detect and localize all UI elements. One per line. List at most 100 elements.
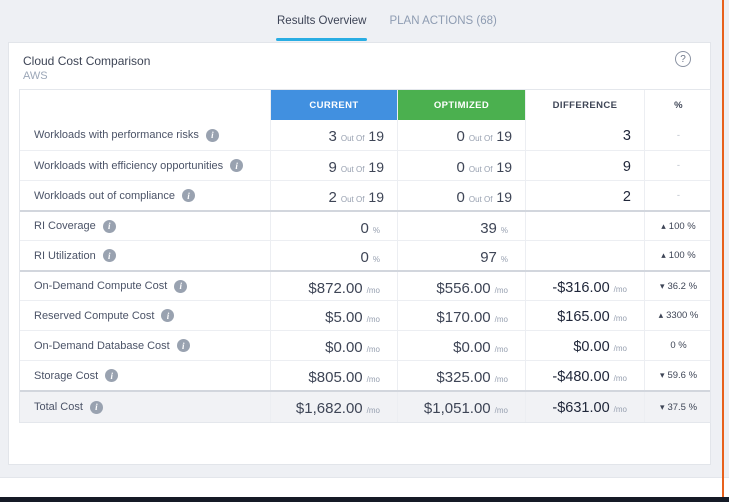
current-unit: %	[372, 255, 380, 264]
row-label: RI Coverage	[34, 220, 96, 232]
current-unit: /mo	[366, 315, 380, 324]
percent-change-value: 0 %	[670, 340, 687, 351]
row-label-cell: Workloads with performance risks i	[20, 120, 270, 150]
optimized-value: 0	[456, 189, 465, 206]
header-empty-cell	[20, 90, 270, 120]
current-value: $0.00	[325, 339, 363, 356]
arrow-up-icon: ▴	[661, 220, 666, 231]
percent-change-value: 59.6 %	[667, 370, 698, 381]
current-value-cell: $1,682.00/mo	[270, 392, 397, 422]
difference-value-cell: -$316.00/mo	[525, 272, 644, 300]
optimized-value: 39	[480, 220, 497, 237]
table-row: Workloads with performance risks i 3 Out …	[20, 120, 710, 150]
help-icon[interactable]: ?	[675, 51, 691, 67]
optimized-total: 19	[496, 189, 512, 205]
current-total: 19	[368, 189, 384, 205]
optimized-unit: /mo	[494, 406, 508, 415]
row-label-cell: Workloads out of compliance i	[20, 181, 270, 210]
optimized-total: 19	[496, 128, 512, 144]
current-value-cell: 2 Out Of 19	[270, 181, 397, 210]
table-row: Workloads with efficiency opportunities …	[20, 150, 710, 180]
percent-change-value: 36.2 %	[667, 280, 698, 292]
current-value-cell: 0%	[270, 241, 397, 270]
current-value: 2	[328, 189, 337, 206]
card-subtitle-provider: AWS	[23, 70, 48, 82]
optimized-unit: Out Of	[468, 165, 493, 174]
arrow-up-icon: ▴	[658, 310, 664, 320]
current-value-cell: $5.00/mo	[270, 301, 397, 330]
info-icon[interactable]: i	[105, 369, 119, 382]
difference-value: $0.00	[573, 339, 610, 355]
difference-value: 2	[622, 189, 631, 205]
optimized-value-cell: 0 Out Of 19	[397, 181, 525, 210]
current-value: 0	[360, 249, 369, 266]
table-row: Storage Cost i $805.00/mo $325.00/mo -$4…	[20, 360, 710, 390]
row-label-cell: Total Cost i	[20, 392, 270, 422]
cloud-cost-comparison-card: Cloud Cost Comparison AWS ? CURRENT OPTI…	[8, 42, 711, 465]
info-icon[interactable]: i	[102, 219, 116, 233]
optimized-unit: /mo	[494, 375, 508, 384]
optimized-unit: Out Of	[468, 195, 493, 204]
info-icon[interactable]: i	[182, 189, 196, 202]
info-icon[interactable]: i	[161, 309, 175, 322]
row-label-cell: Storage Cost i	[20, 361, 270, 390]
optimized-value-cell: 0 Out Of 19	[397, 120, 525, 150]
tab-plan-actions-label: PLAN ACTIONS (68)	[389, 15, 497, 27]
row-label: Storage Cost	[34, 369, 99, 382]
tab-bar: Results Overview PLAN ACTIONS (68)	[0, 0, 729, 42]
info-icon[interactable]: i	[176, 339, 190, 352]
current-unit: /mo	[366, 406, 380, 415]
optimized-value: $0.00	[453, 339, 491, 356]
header-percent: %	[644, 90, 712, 120]
info-icon[interactable]: i	[205, 128, 219, 142]
difference-unit: /mo	[613, 285, 627, 294]
current-unit: /mo	[366, 375, 380, 384]
current-value-cell: 0%	[270, 212, 397, 240]
info-icon[interactable]: i	[89, 400, 103, 414]
current-value: $805.00	[308, 369, 363, 386]
row-label-cell: On-Demand Database Cost i	[20, 331, 270, 360]
current-unit: %	[372, 226, 380, 235]
optimized-value-cell: $556.00/mo	[397, 272, 525, 300]
difference-value-cell	[525, 212, 644, 240]
row-label: Workloads with performance risks	[34, 129, 199, 141]
table-row: On-Demand Database Cost i $0.00/mo $0.00…	[20, 330, 710, 360]
optimized-unit: /mo	[494, 286, 508, 295]
optimized-value-cell: $0.00/mo	[397, 331, 525, 360]
percent-change-value: 100 %	[668, 220, 696, 232]
current-value: 0	[360, 220, 369, 237]
header-difference: DIFFERENCE	[525, 90, 644, 120]
current-unit: /mo	[366, 286, 380, 295]
percent-change-value: -	[676, 160, 681, 171]
table-header-row: CURRENT OPTIMIZED DIFFERENCE %	[20, 90, 710, 120]
tab-results-overview[interactable]: Results Overview	[275, 0, 368, 42]
tab-plan-actions[interactable]: PLAN ACTIONS (68)	[389, 0, 496, 42]
percent-change-value: 100 %	[668, 250, 696, 261]
current-value-cell: 9 Out Of 19	[270, 151, 397, 180]
table-row: RI Utilization i 0% 97% ▴ 100 %	[20, 240, 710, 270]
arrow-up-icon: ▴	[661, 250, 666, 260]
difference-value-cell: $0.00/mo	[525, 331, 644, 360]
current-total: 19	[368, 128, 384, 144]
optimized-value: 0	[456, 128, 465, 145]
current-unit: Out Of	[340, 165, 365, 174]
percent-change-cell: ▾ 59.6 %	[644, 361, 712, 390]
percent-change-value: 37.5 %	[667, 401, 698, 413]
percent-change-cell: ▴ 3300 %	[644, 301, 712, 330]
info-icon[interactable]: i	[102, 249, 116, 262]
current-unit: Out Of	[340, 134, 365, 143]
info-icon[interactable]: i	[230, 159, 244, 172]
table-row: Reserved Compute Cost i $5.00/mo $170.00…	[20, 300, 710, 330]
row-label-cell: Reserved Compute Cost i	[20, 301, 270, 330]
difference-value: -$316.00	[552, 280, 610, 296]
window-edge-accent	[722, 0, 724, 497]
difference-unit: /mo	[613, 405, 627, 414]
percent-change-value: -	[676, 190, 681, 201]
difference-unit: /mo	[613, 374, 627, 383]
info-icon[interactable]: i	[174, 279, 188, 293]
bottom-window-bar	[0, 497, 729, 502]
row-label-cell: Workloads with efficiency opportunities …	[20, 151, 270, 180]
current-value: 9	[328, 159, 337, 176]
row-label: Workloads out of compliance	[34, 189, 176, 202]
optimized-unit: Out Of	[468, 134, 493, 143]
